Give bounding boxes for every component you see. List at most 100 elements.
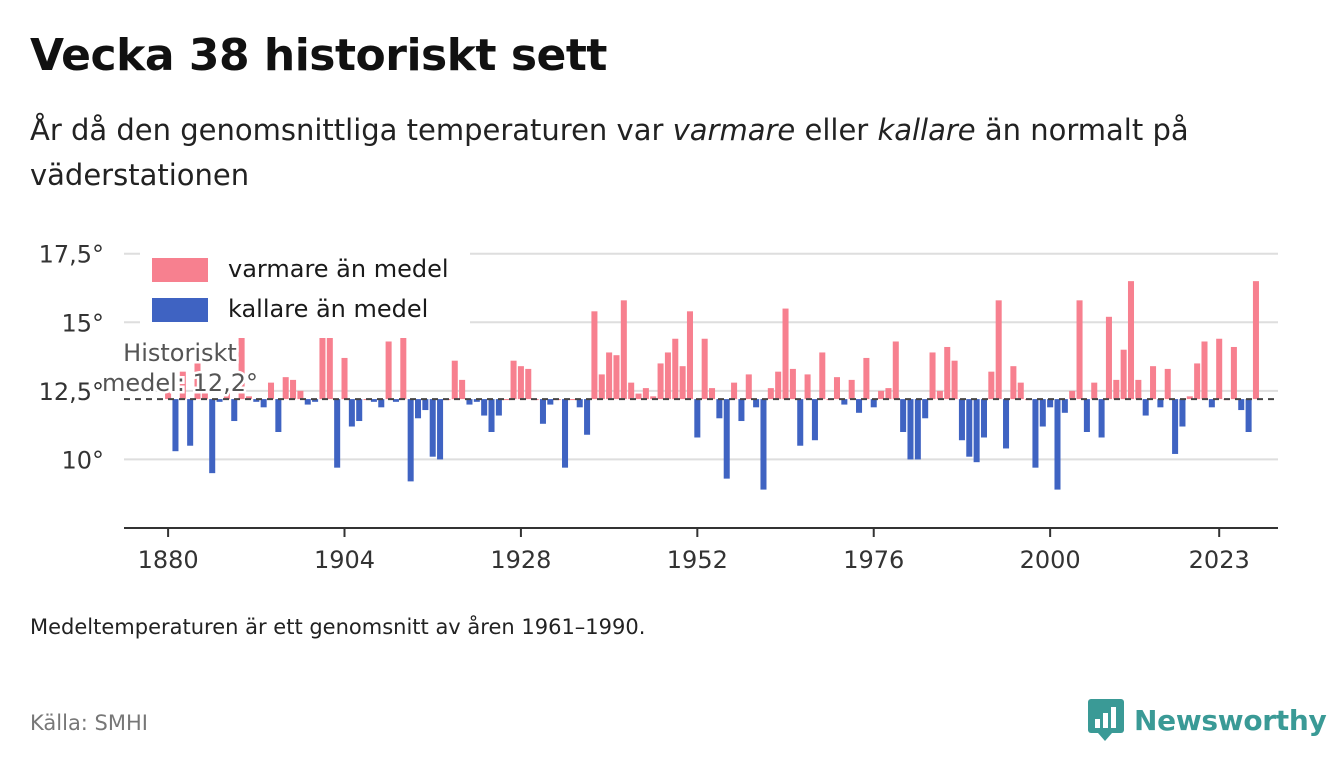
x-axis-ticks: 1880 1904 1928 1952 1976 2000 2023 xyxy=(138,528,1250,574)
bar-warm xyxy=(517,366,524,400)
bar-warm xyxy=(510,360,517,400)
bar-cold xyxy=(694,399,701,438)
bar-warm xyxy=(1069,390,1076,400)
bar-cold xyxy=(304,399,311,405)
bar-warm xyxy=(731,382,738,400)
bar-warm xyxy=(672,338,679,400)
y-tick-label: 12,5° xyxy=(39,378,104,406)
bar-warm xyxy=(267,382,275,400)
bar-cold xyxy=(716,399,723,419)
bar-cold xyxy=(539,399,546,424)
bar-cold xyxy=(334,399,341,468)
bar-warm xyxy=(201,390,208,400)
bar-warm xyxy=(789,368,796,400)
x-tick-label: 1904 xyxy=(314,546,375,574)
bar-warm xyxy=(606,352,613,400)
bar-cold xyxy=(760,399,767,490)
bar-warm xyxy=(165,388,172,400)
y-axis-ticks: 10° 12,5° 15° 17,5° xyxy=(39,241,104,475)
bar-warm xyxy=(782,308,789,400)
bar-cold xyxy=(348,399,355,427)
bar-warm xyxy=(385,341,392,400)
bar-cold xyxy=(1039,399,1046,427)
bar-cold xyxy=(495,399,502,416)
y-tick-label: 10° xyxy=(61,446,104,474)
bar-cold xyxy=(216,399,223,402)
bars xyxy=(165,281,1259,490)
bar-cold xyxy=(488,399,495,432)
y-tick-label: 15° xyxy=(61,309,104,337)
bar-cold xyxy=(466,399,473,405)
bar-warm xyxy=(929,352,936,400)
bar-warm xyxy=(635,393,642,400)
bar-warm xyxy=(620,300,627,400)
bar-warm xyxy=(885,388,892,400)
bar-warm xyxy=(745,374,752,400)
bar-warm xyxy=(525,368,532,400)
bar-cold xyxy=(187,399,194,446)
bar-warm xyxy=(951,360,958,400)
bar-cold xyxy=(900,399,907,432)
x-tick-label: 1880 xyxy=(138,546,199,574)
bar-warm xyxy=(326,325,333,400)
bar-cold xyxy=(1179,399,1186,427)
bar-warm xyxy=(775,371,782,400)
subtitle-text-3: än normalt på väderstationen xyxy=(30,113,1189,192)
bar-cold xyxy=(914,399,921,460)
x-tick-label: 1952 xyxy=(667,546,728,574)
bar-warm xyxy=(892,341,899,400)
bar-cold xyxy=(870,399,877,408)
bar-cold xyxy=(547,399,554,405)
bar-cold xyxy=(1208,399,1215,408)
bar-cold xyxy=(966,399,973,457)
bar-cold xyxy=(481,399,488,416)
bar-warm xyxy=(709,388,716,400)
temperature-bar-chart: varmare än medel kallare än medel Histor… xyxy=(39,241,1278,574)
footnote: Medeltemperaturen är ett genomsnitt av å… xyxy=(30,615,646,639)
bar-warm xyxy=(988,371,995,400)
bar-warm xyxy=(701,338,708,400)
bar-warm xyxy=(878,390,885,400)
brand-name: Newsworthy xyxy=(1134,703,1327,737)
bar-warm xyxy=(944,346,951,400)
bar-cold xyxy=(841,399,848,405)
bar-warm xyxy=(451,360,458,400)
bar-warm xyxy=(290,379,297,400)
bar-warm xyxy=(194,355,201,400)
bar-cold xyxy=(407,399,414,482)
bar-warm xyxy=(503,399,510,401)
bar-warm xyxy=(1252,281,1259,400)
bar-cold xyxy=(275,399,282,432)
bar-warm xyxy=(1105,316,1112,400)
bar-cold xyxy=(1245,399,1252,432)
bar-warm xyxy=(657,363,664,400)
bar-cold xyxy=(415,399,422,419)
source-credit: Källa: SMHI xyxy=(30,711,148,735)
legend-cold-swatch xyxy=(152,298,208,322)
newsworthy-logo-icon xyxy=(1088,699,1124,741)
bar-warm xyxy=(1113,379,1120,400)
bar-warm xyxy=(995,300,1002,400)
y-tick-label: 17,5° xyxy=(39,241,104,269)
bar-cold xyxy=(209,399,216,474)
bar-warm xyxy=(459,379,466,400)
bar-cold xyxy=(738,399,745,422)
brand-logo: Newsworthy xyxy=(1088,697,1327,743)
bar-warm xyxy=(613,355,620,400)
bar-warm xyxy=(223,388,230,400)
bar-cold xyxy=(1047,399,1054,408)
subtitle-warmer: varmare xyxy=(672,113,796,147)
bar-warm xyxy=(1230,346,1237,400)
x-tick-label: 2023 xyxy=(1189,546,1250,574)
bar-cold xyxy=(1054,399,1061,490)
bar-warm xyxy=(1201,341,1208,400)
bar-warm xyxy=(1194,363,1201,400)
bar-cold xyxy=(260,399,267,408)
bar-warm xyxy=(1216,338,1223,400)
bar-cold xyxy=(1032,399,1039,468)
bar-warm xyxy=(642,388,649,400)
bar-warm xyxy=(1164,368,1171,400)
bar-cold xyxy=(437,399,444,460)
bar-warm xyxy=(598,374,605,400)
legend-warm-label: varmare än medel xyxy=(228,255,449,283)
